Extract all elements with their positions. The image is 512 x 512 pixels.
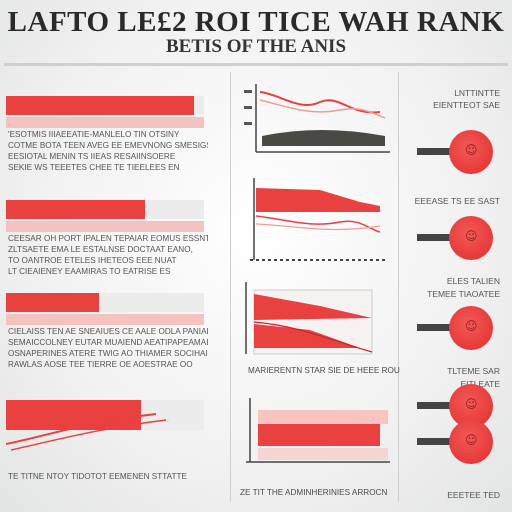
bar-track: [6, 200, 204, 219]
stat-pointer: [417, 234, 469, 241]
panel-caption-line: TE TITNE NTOY TIDOTOT EEMENEN STTATTE: [8, 472, 187, 481]
stat-disc: [449, 130, 493, 174]
column-divider-right: [398, 72, 399, 502]
bar-fill: [6, 400, 141, 430]
mini-chart-area-1: [240, 176, 392, 282]
stat-label: LNTTINTTE: [454, 88, 500, 98]
face-icon: ☺: [465, 433, 478, 447]
stat-row: ☺: [405, 420, 505, 464]
panel-caption-line: LT CIEAIENEY EAAMIRAS TO EATRISE ES: [8, 267, 171, 276]
bar-fill: [6, 293, 100, 312]
panel-caption-line: 'ESOTMIS IIIAEEATIE-MANLELO TIN OTSINY: [8, 130, 180, 139]
chart-caption: MARIERENTN STAR SIE DE HEEE ROU: [248, 366, 400, 375]
stat-disc: [449, 420, 493, 464]
stat-row: ☺: [405, 384, 505, 428]
mini-chart-bar: ZE TIT THE ADMINHERINIES ARROCN: [240, 388, 392, 497]
stat-label: EITLEATE: [460, 379, 500, 389]
panel-caption-line: CIELAISS TEN AE SNEAIUES CE AALE ODLA PA…: [8, 327, 208, 336]
stat-pointer: [417, 402, 469, 409]
panel-caption-line: ZLTSAETE EMA LE ESTALNSE DOCTAAT EANO,: [8, 245, 193, 254]
stat-row: ☺: [405, 306, 505, 350]
bar-track: [6, 293, 204, 312]
stat-row: ☺: [405, 130, 505, 174]
chart-caption: ZE TIT THE ADMINHERINIES ARROCN: [240, 488, 388, 497]
bar-band: [6, 221, 204, 232]
panel-caption-line: CEESAR OH PORT IPALEN TEPAIAR EOMUS ESSN…: [8, 234, 208, 243]
panel-caption-line: EESIOTAL MENIN TS IIEAS RESAIINSOERE: [8, 152, 176, 161]
stat-pointer: [417, 324, 469, 331]
panel-caption-line: SEKIE WS TEEETES CHEE TE TIEELEES EN: [8, 163, 180, 172]
bar-band: [6, 117, 204, 128]
mini-chart-line: [240, 80, 392, 186]
bar-band: [6, 314, 204, 325]
stat-pointer: [417, 438, 469, 445]
stat-label: TEMEE TIAOATEE: [427, 289, 500, 299]
stat-label: EEETEE TED: [447, 490, 500, 500]
stat-disc: [449, 306, 493, 350]
stat-label: EIENTTEOT SAE: [433, 100, 500, 110]
infographic-header: LAFTO LE£2 ROI TICE WAH RANK BETIS OF TH…: [0, 0, 512, 62]
face-icon: ☺: [465, 143, 478, 157]
panel-caption-line: TO OANTROE ETELES IHETEOS EEE NUAT: [8, 256, 177, 265]
stat-label: EEEASE TS EE SAST: [414, 196, 500, 206]
bar-fill: [6, 96, 195, 115]
area-chart-graphic: [250, 178, 385, 261]
bar-track: [6, 400, 204, 430]
page-subtitle: BETIS OF THE ANIS: [165, 36, 347, 57]
face-icon: ☺: [465, 319, 478, 333]
face-icon: ☺: [465, 229, 478, 243]
panel-ribbon-icon: [6, 413, 167, 451]
face-icon: ☺: [465, 397, 478, 411]
header-divider: [4, 63, 508, 66]
column-divider-left: [230, 72, 231, 502]
mini-chart-area-2: MARIERENTN STAR SIE DE HEEE ROU: [240, 280, 400, 386]
stat-disc: [449, 216, 493, 260]
stat-label: ELES TALIEN: [446, 276, 500, 286]
area-chart-graphic: [245, 282, 373, 355]
panel-caption-line: SEMAICCOLNEY EUTAR MUAIEND AEATIPAPEAMAE…: [8, 338, 208, 347]
bar-chart-graphic: [246, 398, 390, 463]
stat-pointer: [417, 148, 469, 155]
bar-fill: [6, 200, 145, 219]
page-title: LAFTO LE£2 ROI TICE WAH RANK: [7, 6, 505, 38]
stat-row: ☺: [405, 216, 505, 260]
panel-caption-line: COTME BOTA TEEN AVEG EE EMEVNONG SMESIGS: [8, 141, 208, 150]
line-chart-graphic: [244, 84, 390, 153]
stat-label: TLTEME SAR: [447, 366, 500, 376]
panel-caption-line: OSNAPERINES ATERE TWIG AO THIAMER SOCIHA…: [8, 349, 208, 358]
panel-caption-line: RAWLAS AOSE TEE TIERRE OE AOESTRAE OO: [8, 360, 193, 369]
bar-track: [6, 96, 204, 115]
